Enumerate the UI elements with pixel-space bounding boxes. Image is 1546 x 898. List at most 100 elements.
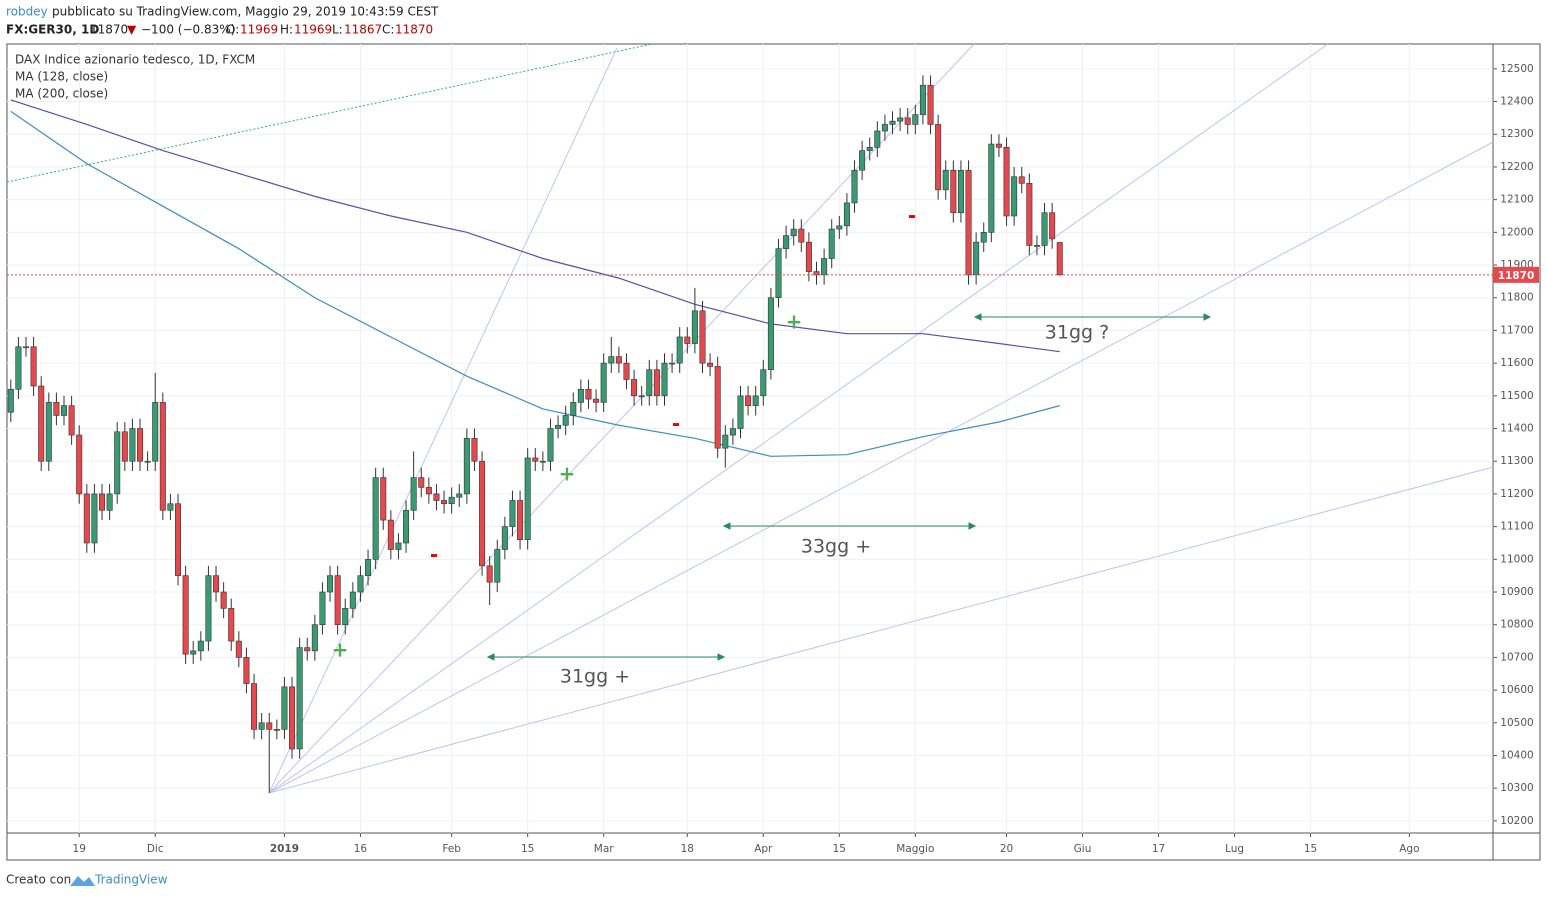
candle-body	[874, 130, 881, 148]
candle-body	[1018, 176, 1025, 184]
candle-body	[266, 722, 273, 730]
candle-body	[585, 388, 592, 400]
ohlc-value: 11969	[240, 23, 278, 37]
down-arrow: ▼	[127, 23, 137, 37]
span-label: 33gg +	[801, 536, 871, 558]
candle-body	[152, 402, 159, 462]
y-tick-label: 12500	[1500, 63, 1533, 75]
candle-body	[805, 241, 812, 272]
candle-body	[539, 460, 546, 463]
candle-body	[965, 169, 972, 276]
candle-body	[410, 477, 417, 511]
candle-body	[448, 496, 455, 505]
candle-body	[45, 402, 52, 462]
candle-body	[197, 640, 204, 652]
candle-body	[372, 477, 379, 560]
candle-body	[980, 232, 987, 243]
candle-body	[836, 225, 843, 230]
candle-body	[767, 297, 774, 370]
candle-body	[745, 395, 752, 406]
candle-body	[790, 228, 797, 236]
candle-body	[61, 405, 68, 416]
candle-body	[137, 428, 144, 462]
candle-body	[327, 575, 334, 593]
y-tick-label: 11700	[1500, 324, 1533, 336]
candle-body	[752, 395, 759, 406]
candle-body	[684, 336, 691, 344]
candle-body	[304, 647, 311, 652]
frame	[6, 43, 1541, 861]
candle-body	[653, 369, 660, 397]
candle-body	[919, 84, 926, 115]
candle-body	[957, 169, 964, 214]
x-tick-label: 16	[354, 843, 368, 855]
candle-body	[995, 143, 1002, 148]
candle-body	[691, 310, 698, 344]
candle-body	[144, 460, 151, 463]
y-tick-label: 10600	[1500, 684, 1533, 696]
candle-body	[433, 493, 440, 501]
plus-marker: +	[559, 462, 576, 486]
candle-body	[600, 362, 607, 403]
candle-body	[273, 729, 280, 731]
candle-body	[775, 248, 782, 299]
y-tick-label: 12300	[1500, 128, 1533, 140]
y-tick-label: 12200	[1500, 161, 1533, 173]
x-tick-label: 20	[1000, 843, 1013, 855]
x-tick-label: 15	[521, 843, 534, 855]
candle-body	[881, 124, 888, 132]
candle-body	[1011, 176, 1018, 217]
candle-body	[349, 591, 356, 609]
candle-body	[646, 369, 653, 397]
published: pubblicato su TradingView.com, Maggio 29…	[52, 5, 439, 19]
footer-brand[interactable]: TradingView	[94, 873, 168, 887]
candle-body	[524, 457, 531, 540]
candle-body	[418, 477, 425, 488]
y-tick-label: 11000	[1500, 553, 1533, 565]
candle-body	[904, 117, 911, 125]
candle-body	[296, 647, 303, 750]
candle-body	[357, 575, 364, 593]
candle-body	[106, 493, 113, 511]
candle-body	[623, 362, 630, 380]
candle-body	[828, 228, 835, 259]
ohlc-key: C:	[382, 23, 394, 37]
candle-body	[342, 608, 349, 626]
candle-body	[669, 362, 676, 365]
candle-body	[1026, 182, 1033, 246]
x-tick-label: Apr	[754, 843, 773, 855]
candle-body	[942, 169, 949, 191]
candle-body	[1003, 147, 1010, 217]
candle-body	[395, 542, 402, 550]
candle-body	[114, 431, 121, 495]
user[interactable]: robdey	[6, 5, 48, 19]
candle-body	[7, 388, 14, 413]
minus-marker: -	[672, 412, 680, 436]
candle-body	[311, 624, 318, 652]
y-tick-label: 11200	[1500, 488, 1533, 500]
candle-body	[486, 565, 493, 583]
candle-body	[615, 356, 622, 364]
ohlc-value: 11867	[344, 23, 382, 37]
candle-body	[729, 428, 736, 436]
candle-body	[555, 424, 562, 429]
fan-line	[268, 466, 1494, 794]
x-tick-label: 19	[73, 843, 86, 855]
x-tick-label: Feb	[442, 843, 461, 855]
candle-body	[950, 169, 957, 214]
x-tick-label: Mar	[594, 843, 614, 855]
candle-body	[494, 549, 501, 583]
candle-body	[425, 487, 432, 495]
moving-average	[10, 110, 1060, 457]
candle-body	[593, 398, 600, 403]
arrowheads	[486, 653, 726, 661]
candle-body	[121, 431, 128, 462]
candle-body	[798, 228, 805, 243]
x-tick-label: 17	[1152, 843, 1165, 855]
symbol: FX:GER30, 1D	[6, 23, 99, 37]
fan-line	[268, 43, 1329, 794]
candle-body	[289, 686, 296, 750]
candle-body	[23, 346, 30, 349]
candle-body	[973, 241, 980, 276]
